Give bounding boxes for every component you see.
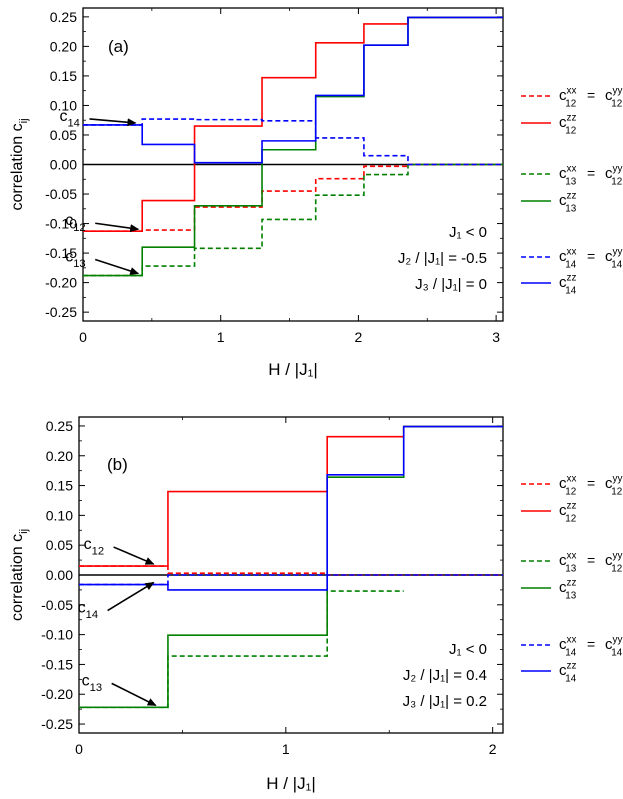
legend-entry-label: cxx 14 — [559, 247, 577, 271]
panel-label: (a) — [108, 37, 129, 56]
x-tick-label: 2 — [489, 741, 497, 757]
annotation-arrow — [113, 546, 155, 565]
series-line-c12zz — [79, 425, 503, 567]
y-tick-label: -0.15 — [45, 245, 77, 261]
series-line-c14xx — [79, 574, 503, 586]
panel-label: (b) — [107, 455, 128, 474]
annotation-arrow — [94, 258, 140, 275]
x-tick-label: 1 — [282, 741, 290, 757]
legend-entry-label: cxx 13 — [559, 551, 577, 575]
legend-a: cxx 12 = cyy 12 czz 12 cxx 13 = cyy 12 czz 13 cxx 14 = cy… — [521, 86, 623, 297]
y-tick-label: 0.25 — [46, 418, 73, 434]
legend-entry-label: cxx 14 — [559, 635, 577, 659]
y-tick-label: 0.05 — [50, 127, 77, 143]
series-line-c13zz — [83, 16, 503, 277]
legend-entry-label: czz 12 — [559, 113, 576, 137]
y-axis-label-group: correlation cij — [9, 529, 30, 621]
parameter-label: J₃ / |J₁| = 0 — [415, 276, 487, 293]
y-tick-label: -0.25 — [41, 716, 73, 732]
y-tick-label: 0.00 — [50, 157, 77, 173]
legend-equals: = — [587, 636, 595, 652]
x-tick-label: 0 — [75, 741, 83, 757]
series-line-c12zz — [83, 16, 503, 233]
y-tick-label: 0.15 — [46, 478, 73, 494]
y-tick-label: 0.10 — [46, 507, 73, 523]
arrow-label-c13zz: c13 — [65, 249, 85, 271]
legend-entry-label: cyy 12 — [605, 474, 622, 498]
legend-entry-label: cyy 12 — [605, 86, 622, 110]
legend-entry-label: cyy 12 — [605, 551, 622, 575]
x-tick-label: 2 — [355, 329, 363, 345]
parameter-label: J₁ < 0 — [449, 641, 487, 658]
legend-b: cxx 12 = cyy 12 czz 12 cxx 13 = cyy 12 czz 13 cxx 14 = cy… — [521, 474, 623, 685]
y-axis-label: correlation cij — [9, 529, 30, 621]
legend-entry-label: czz 14 — [559, 273, 577, 297]
y-axis-label-group: correlation cij — [9, 118, 30, 210]
series-line-c13xx — [83, 163, 503, 277]
y-tick-label: -0.15 — [41, 656, 73, 672]
arrow-label-c14zz: c14 — [59, 108, 79, 130]
parameter-label: J₂ / |J₁| = -0.5 — [398, 250, 487, 267]
legend-entry-label: czz 14 — [559, 661, 577, 685]
series-line-c12xx — [79, 565, 503, 576]
legend-equals: = — [587, 165, 595, 181]
y-tick-label: 0.05 — [46, 537, 73, 553]
y-tick-label: -0.20 — [45, 275, 77, 291]
legend-entry-label: czz 12 — [559, 501, 576, 525]
legend-entry-label: czz 13 — [559, 578, 577, 602]
y-tick-label: 0.15 — [50, 68, 77, 84]
series-line-c12xx — [83, 163, 503, 233]
parameter-label: J₂ / |J₁| = 0.4 — [403, 667, 487, 684]
y-tick-label: -0.10 — [45, 216, 77, 232]
annotation-arrow — [111, 682, 157, 707]
arrow-label-c14zz: c14 — [78, 600, 98, 622]
x-tick-label: 1 — [217, 329, 225, 345]
legend-entry-label: cyy 14 — [605, 247, 623, 271]
annotation-arrow — [95, 222, 140, 233]
y-axis-label: correlation cij — [9, 118, 30, 210]
series-line-c13zz — [79, 425, 503, 709]
arrow-label-c12zz: c12 — [65, 212, 85, 234]
legend-entry-label: czz 13 — [559, 191, 577, 215]
legend-equals: = — [587, 248, 595, 264]
y-tick-label: 0.10 — [50, 97, 77, 113]
parameter-label: J₁ < 0 — [449, 224, 487, 241]
annotation-arrow — [89, 118, 137, 127]
x-tick-label: 3 — [492, 329, 500, 345]
series-group — [83, 16, 503, 277]
legend-equals: = — [587, 552, 595, 568]
legend-entry-label: cxx 13 — [559, 164, 577, 188]
y-tick-label: -0.10 — [41, 627, 73, 643]
arrow-label-c12zz: c12 — [84, 536, 104, 558]
arrow-label-c13zz: c13 — [82, 672, 102, 694]
legend-entry-label: cyy 14 — [605, 635, 623, 659]
y-tick-label: 0.20 — [50, 38, 77, 54]
series-line-c14xx — [83, 118, 503, 166]
legend-equals: = — [587, 475, 595, 491]
series-line-c14zz — [79, 425, 503, 591]
series-line-c14zz — [83, 16, 503, 164]
legend-entry-label: cxx 12 — [559, 474, 576, 498]
legend-equals: = — [587, 87, 595, 103]
y-tick-label: -0.05 — [45, 186, 77, 202]
x-axis-label: H / |J₁| — [266, 774, 316, 793]
y-tick-label: -0.05 — [41, 597, 73, 613]
series-group — [79, 425, 503, 709]
chart-panel-a: -0.25 -0.20 -0.15 -0.10 -0.05 0.00 0.05 0.10 0.1… — [9, 7, 504, 379]
y-tick-label: 0.25 — [50, 9, 77, 25]
x-axis-label: H / |J₁| — [268, 360, 318, 379]
y-tick-label: 0.20 — [46, 448, 73, 464]
legend-entry-label: cxx 12 — [559, 86, 576, 110]
parameter-label: J₃ / |J₁| = 0.2 — [403, 693, 487, 710]
y-tick-label: 0.00 — [46, 567, 73, 583]
chart-panel-b: -0.25 -0.20 -0.15 -0.10 -0.05 0.00 0.05 0.10 0.1… — [9, 416, 504, 793]
annotation-arrow — [107, 581, 155, 612]
y-tick-label: -0.25 — [45, 304, 77, 320]
series-line-c13xx — [79, 590, 404, 709]
x-tick-label: 0 — [79, 329, 87, 345]
y-tick-label: -0.20 — [41, 686, 73, 702]
legend-entry-label: cyy 12 — [605, 164, 622, 188]
